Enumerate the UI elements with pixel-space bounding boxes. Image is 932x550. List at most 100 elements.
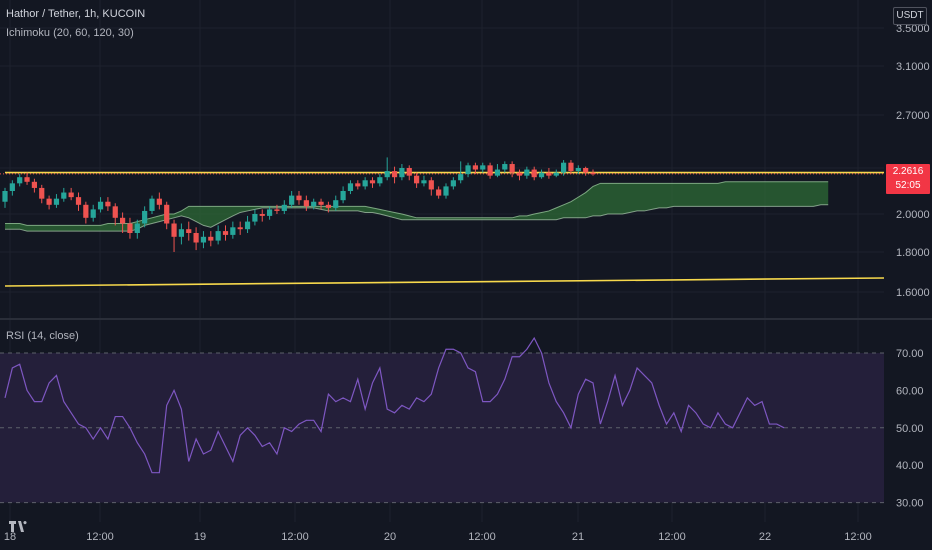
candle-body bbox=[406, 168, 412, 176]
candle-body bbox=[553, 172, 559, 176]
kumo-bull-area bbox=[5, 181, 829, 232]
candle-body bbox=[127, 223, 133, 233]
time-tick-label: 19 bbox=[194, 531, 206, 543]
ichimoku-legend[interactable]: Ichimoku (20, 60, 120, 30) bbox=[6, 27, 134, 39]
candle-body bbox=[583, 168, 589, 173]
rsi-tick-label: 70.00 bbox=[896, 348, 924, 360]
candle-body bbox=[134, 223, 140, 233]
candle-body bbox=[200, 236, 207, 243]
candle-body bbox=[414, 175, 420, 184]
candle-body bbox=[575, 168, 581, 172]
candle-body bbox=[274, 209, 280, 211]
rsi-legend[interactable]: RSI (14, close) bbox=[6, 330, 79, 342]
candle-body bbox=[546, 172, 552, 176]
time-tick-label: 20 bbox=[384, 531, 396, 543]
candle-body bbox=[68, 192, 74, 198]
time-tick-label: 12:00 bbox=[281, 531, 309, 543]
candle-body bbox=[509, 164, 515, 173]
candle-body bbox=[222, 231, 229, 235]
candle-body bbox=[178, 229, 184, 237]
candle-body bbox=[267, 209, 273, 216]
rsi-tick-label: 40.00 bbox=[896, 460, 924, 472]
candle-body bbox=[538, 172, 545, 178]
candle-body bbox=[193, 233, 199, 243]
candle-body bbox=[568, 162, 574, 172]
candle-body bbox=[531, 169, 537, 178]
time-tick-label: 12:00 bbox=[86, 531, 114, 543]
candle-body bbox=[355, 183, 361, 187]
candle-body bbox=[325, 204, 331, 208]
rsi-tick-label: 30.00 bbox=[896, 498, 924, 510]
candle-body bbox=[516, 172, 523, 176]
tradingview-logo-icon bbox=[9, 521, 27, 532]
price-tick-label: 2.0000 bbox=[896, 209, 930, 221]
candle-body bbox=[333, 200, 339, 208]
price-tick-label: 3.1000 bbox=[896, 61, 930, 73]
candle-body bbox=[186, 229, 192, 233]
candle-body bbox=[215, 231, 221, 241]
candle-body bbox=[318, 201, 324, 205]
candle-body bbox=[149, 198, 155, 211]
candle-body bbox=[142, 210, 148, 224]
currency-selector[interactable]: USDT bbox=[893, 7, 927, 25]
candle-body bbox=[362, 180, 368, 187]
price-tick-label: 1.8000 bbox=[896, 247, 930, 259]
candle-body bbox=[347, 183, 354, 191]
last-price-value: 2.2616 bbox=[892, 166, 924, 177]
candle-body bbox=[90, 209, 96, 218]
candle-body bbox=[97, 201, 104, 210]
time-tick-label: 21 bbox=[572, 531, 584, 543]
rsi-tick-label: 60.00 bbox=[896, 385, 924, 397]
candle-body bbox=[590, 172, 596, 175]
candle-body bbox=[164, 204, 170, 224]
candle-body bbox=[311, 201, 317, 207]
rsi-line bbox=[4, 336, 785, 474]
bar-countdown: 52:05 bbox=[895, 180, 921, 191]
last-price-label: 2.2616 52:05 bbox=[886, 164, 930, 194]
symbol-title: Hathor / Tether, 1h, KUCOIN bbox=[6, 8, 146, 20]
candle-body bbox=[112, 206, 118, 218]
candle-body bbox=[31, 181, 37, 188]
candle-body bbox=[369, 180, 376, 184]
candle-body bbox=[377, 177, 383, 184]
candle-body bbox=[39, 187, 45, 199]
trendline bbox=[4, 277, 885, 287]
candle-body bbox=[465, 165, 471, 175]
time-tick-label: 12:00 bbox=[658, 531, 686, 543]
candle-body bbox=[472, 165, 478, 170]
candle-body bbox=[421, 180, 427, 184]
time-tick-label: 22 bbox=[759, 531, 771, 543]
candle-body bbox=[428, 180, 434, 190]
kumo-lower-line bbox=[5, 204, 829, 232]
candle-body bbox=[230, 227, 236, 235]
candle-body bbox=[458, 174, 464, 181]
candle-body bbox=[244, 221, 251, 230]
candle-body bbox=[237, 227, 243, 230]
candle-body bbox=[259, 214, 265, 216]
candle-body bbox=[83, 204, 89, 218]
candle-body bbox=[399, 168, 405, 178]
candle-body bbox=[120, 217, 126, 224]
candle-body bbox=[46, 198, 52, 205]
time-tick-label: 18 bbox=[4, 531, 16, 543]
candle-body bbox=[17, 177, 23, 184]
price-tick-label: 3.5000 bbox=[896, 23, 930, 35]
candle-body bbox=[450, 180, 456, 187]
candle-body bbox=[156, 198, 162, 205]
candle-body bbox=[2, 191, 8, 202]
candle-body bbox=[252, 214, 258, 222]
rsi-tick-label: 50.00 bbox=[896, 423, 924, 435]
price-tick-label: 2.7000 bbox=[896, 110, 930, 122]
candle-body bbox=[480, 165, 486, 170]
candle-body bbox=[24, 177, 30, 182]
candle-body bbox=[281, 204, 287, 211]
candle-body bbox=[61, 192, 67, 199]
candle-body bbox=[296, 195, 302, 201]
candle-body bbox=[9, 183, 15, 191]
candle-body bbox=[494, 169, 501, 176]
candle-body bbox=[443, 186, 449, 196]
candle-body bbox=[75, 197, 82, 205]
candle-body bbox=[303, 200, 309, 207]
candle-body bbox=[208, 236, 214, 241]
